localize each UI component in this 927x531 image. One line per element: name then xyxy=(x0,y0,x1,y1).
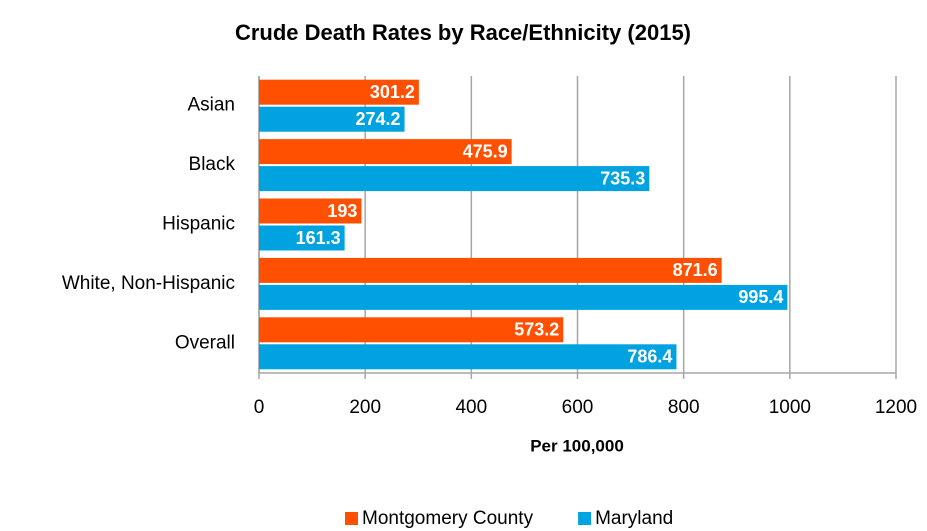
x-tick-label: 1000 xyxy=(769,397,811,418)
bar xyxy=(259,139,512,165)
bar-value-label: 193 xyxy=(327,201,357,221)
bar-value-label: 871.6 xyxy=(673,260,718,280)
bar xyxy=(259,225,345,251)
bar xyxy=(259,198,362,224)
bar xyxy=(259,79,419,105)
bar-value-label: 786.4 xyxy=(627,347,672,367)
legend-swatch xyxy=(578,512,592,525)
x-tick-label: 0 xyxy=(254,397,265,418)
y-tick-label: Asian xyxy=(187,95,235,116)
x-tick-label: 400 xyxy=(455,397,487,418)
bar xyxy=(259,257,722,283)
legend-label: Montgomery County xyxy=(362,508,534,529)
bar-value-label: 735.3 xyxy=(600,168,645,188)
bar-value-label: 995.4 xyxy=(738,287,783,307)
y-tick-label: Hispanic xyxy=(162,214,235,235)
bar xyxy=(259,284,788,310)
chart-title: Crude Death Rates by Race/Ethnicity (201… xyxy=(235,20,691,45)
bar-value-label: 274.2 xyxy=(356,109,401,129)
y-tick-label: Black xyxy=(189,154,236,175)
bar-value-label: 301.2 xyxy=(370,82,415,102)
x-tick-label: 1200 xyxy=(875,397,917,418)
x-tick-label: 200 xyxy=(349,397,381,418)
bar-value-label: 475.9 xyxy=(463,141,508,161)
bar xyxy=(259,317,564,343)
bar xyxy=(259,166,650,192)
x-tick-label: 600 xyxy=(562,397,594,418)
bar-value-label: 573.2 xyxy=(514,320,559,340)
x-tick-label: 800 xyxy=(668,397,700,418)
x-axis-title: Per 100,000 xyxy=(530,436,624,455)
legend-label: Maryland xyxy=(595,508,673,529)
bar xyxy=(259,344,677,370)
bar-value-label: 161.3 xyxy=(296,228,341,248)
y-tick-label: White, Non-Hispanic xyxy=(62,273,235,294)
y-tick-label: Overall xyxy=(175,332,235,353)
bar xyxy=(259,106,405,132)
legend-swatch xyxy=(345,512,358,525)
